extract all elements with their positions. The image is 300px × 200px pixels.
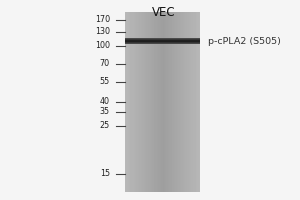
Text: 170: 170 bbox=[95, 16, 110, 24]
Text: p-cPLA2 (S505): p-cPLA2 (S505) bbox=[208, 38, 281, 46]
Text: 70: 70 bbox=[100, 60, 110, 68]
Text: 100: 100 bbox=[95, 42, 110, 50]
Text: 40: 40 bbox=[100, 98, 110, 106]
Text: 15: 15 bbox=[100, 170, 110, 178]
Text: VEC: VEC bbox=[152, 6, 175, 19]
Text: 55: 55 bbox=[100, 77, 110, 86]
Text: 25: 25 bbox=[100, 121, 110, 130]
Text: 130: 130 bbox=[95, 27, 110, 36]
Text: 35: 35 bbox=[100, 108, 110, 116]
